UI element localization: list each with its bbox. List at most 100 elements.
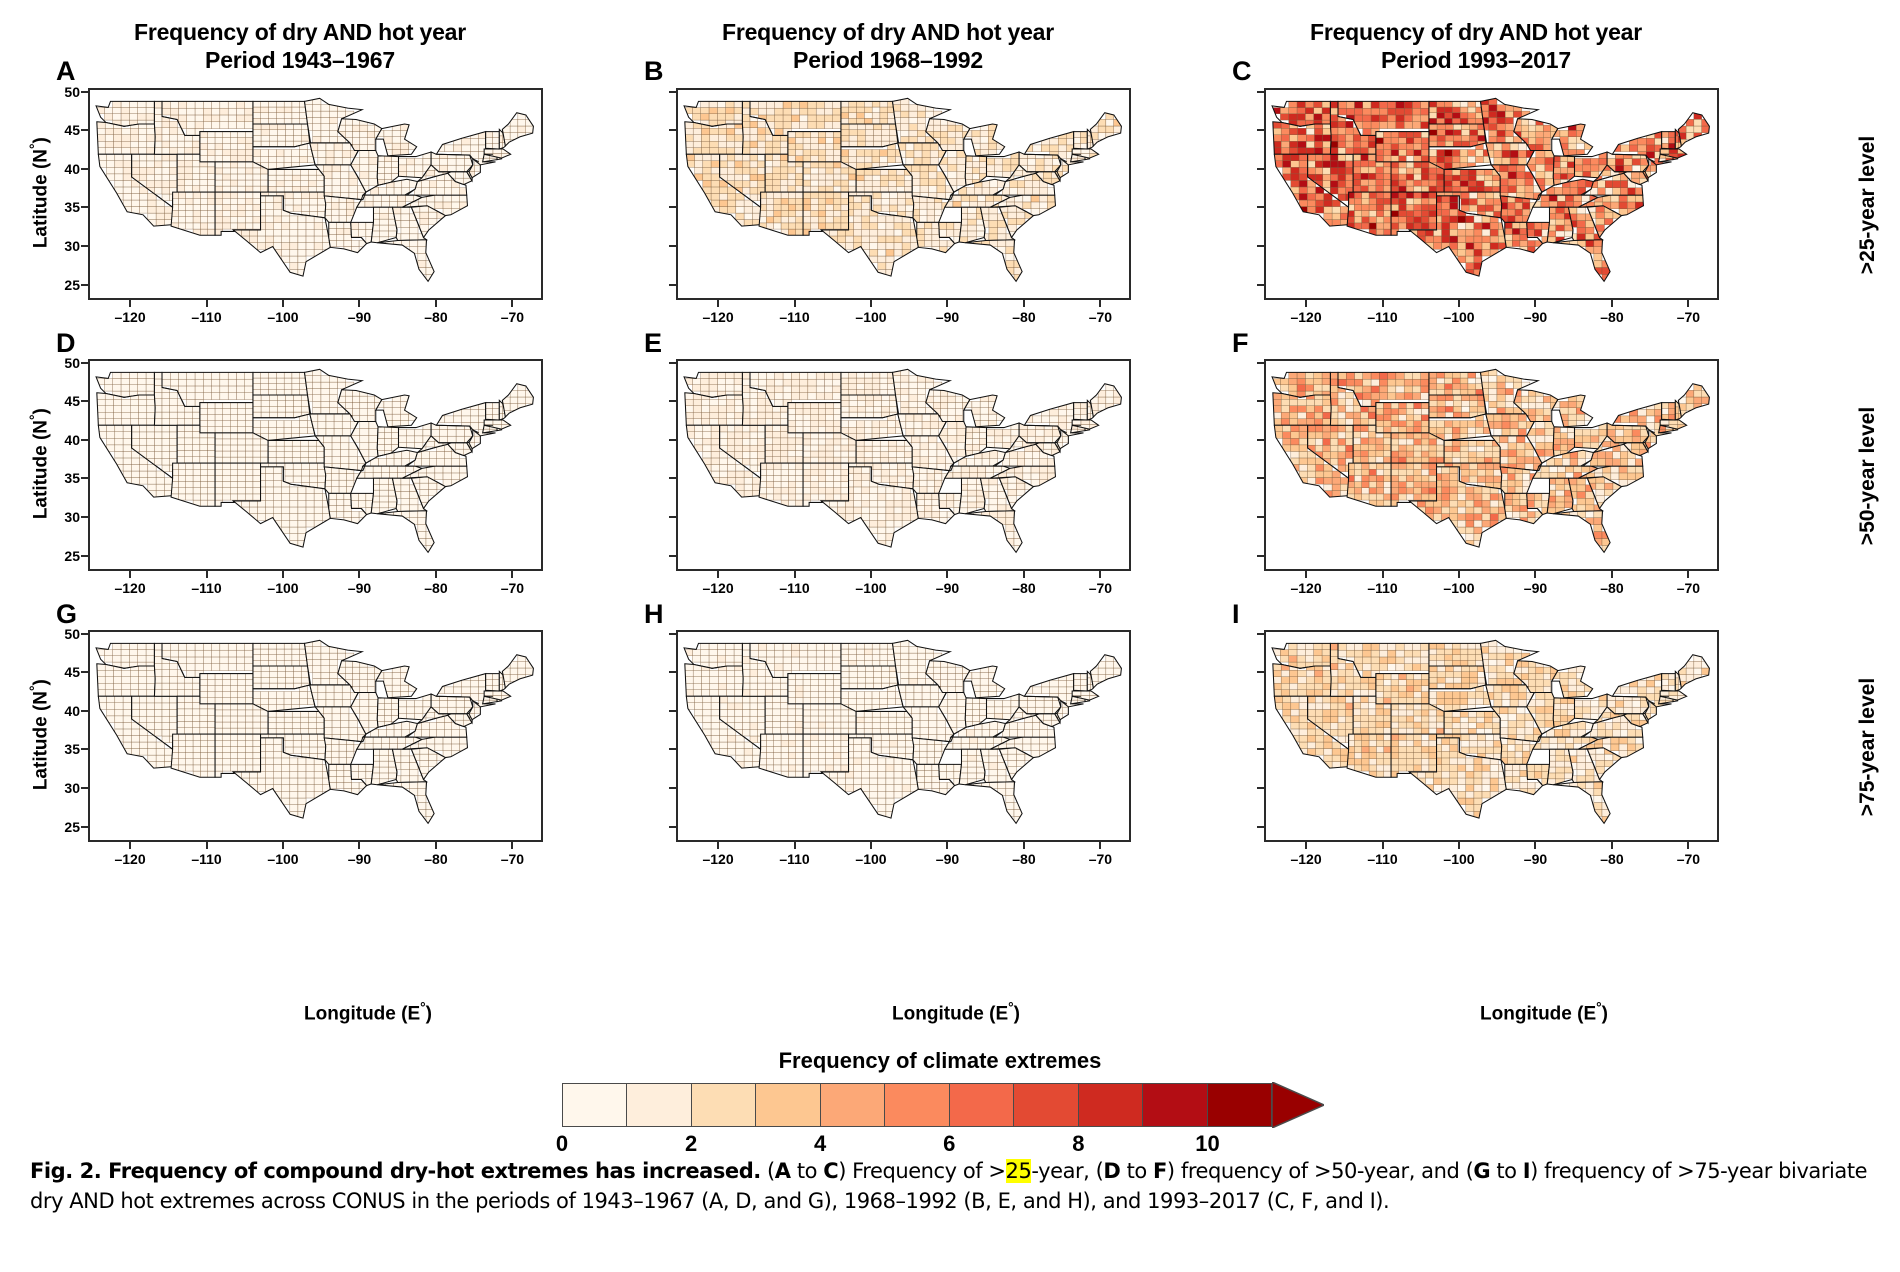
x-tick-mark xyxy=(717,842,720,849)
x-tick-label: –100 xyxy=(855,580,887,596)
x-tick-mark xyxy=(793,571,796,578)
x-tick-mark xyxy=(1099,300,1102,307)
y-tick-mark xyxy=(81,477,88,480)
y-tick-mark xyxy=(669,477,676,480)
map-panel-d[interactable]: 50 45 40 35 30 25 –120 –110 –100 –90 –80 –70 xyxy=(64,355,543,596)
y-tick-mark xyxy=(669,709,676,712)
caption-ref-a: A xyxy=(774,1159,791,1183)
y-tick-mark xyxy=(669,129,676,132)
y-tick-mark xyxy=(81,709,88,712)
panel-letter-i: I xyxy=(1232,599,1240,629)
map-panel-b[interactable]: –120 –110 –100 –90 –80 –70 xyxy=(669,88,1131,325)
y-tick-mark xyxy=(1257,825,1264,828)
x-tick-mark xyxy=(1022,300,1025,307)
caption-ref-g: G xyxy=(1473,1159,1491,1183)
colorbar-tick-label-0: 0 xyxy=(555,1131,569,1156)
x-tick-label: –90 xyxy=(1523,309,1548,325)
column-title-2: Frequency of dry AND hot year Period 196… xyxy=(648,18,1128,74)
column-title-2-line2: Period 1968–1992 xyxy=(793,47,983,74)
y-tick-label: 40 xyxy=(64,160,80,177)
x-tick-mark xyxy=(358,842,361,849)
x-tick-mark xyxy=(1305,842,1308,849)
x-tick-label: –120 xyxy=(702,580,734,596)
y-tick-mark xyxy=(669,825,676,828)
map-panel-e[interactable]: –120 –110 –100 –90 –80 –70 xyxy=(669,359,1131,596)
y-tick-mark xyxy=(669,206,676,209)
y-tick-mark xyxy=(81,361,88,364)
y-tick-label: 35 xyxy=(64,199,80,216)
x-tick-label: –80 xyxy=(424,309,448,325)
y-tick-mark xyxy=(1257,438,1264,441)
x-axis-label-col-3: Longitude (E°) xyxy=(1480,1000,1608,1025)
x-tick-label: –110 xyxy=(191,851,222,867)
colorbar-segment-0 xyxy=(563,1084,628,1126)
x-tick-label: –70 xyxy=(1088,580,1113,596)
colorbar-tick-label-4: 4 xyxy=(814,1131,827,1156)
colorbar-tick-label-6: 6 xyxy=(943,1131,956,1156)
caption-seg3-post: ) frequency of >75-year bivariate dry AN… xyxy=(30,1159,1868,1214)
y-tick-label: 45 xyxy=(64,393,80,410)
map-panel-c[interactable]: –120 –110 –100 –90 –80 –70 xyxy=(1257,88,1719,325)
y-tick-mark xyxy=(669,632,676,635)
y-tick-label: 50 xyxy=(64,354,80,371)
x-tick-label: –110 xyxy=(191,580,222,596)
row-label-75-year: >75-year level xyxy=(1856,677,1879,817)
y-tick-mark xyxy=(81,554,88,557)
y-tick-mark xyxy=(1257,283,1264,286)
x-tick-label: –90 xyxy=(347,851,372,867)
x-tick-mark xyxy=(870,300,872,307)
y-tick-mark xyxy=(669,400,676,403)
panel-letter-d: D xyxy=(56,328,76,358)
y-tick-mark xyxy=(1257,516,1264,519)
x-tick-label: –70 xyxy=(1088,851,1113,867)
x-tick-label: –90 xyxy=(1523,580,1548,596)
y-tick-mark xyxy=(1257,90,1264,93)
y-tick-mark xyxy=(81,632,88,635)
x-tick-mark xyxy=(793,300,796,307)
colorbar-segment-3 xyxy=(756,1084,821,1126)
map-panel-f[interactable]: –120 –110 –100 –90 –80 –70 xyxy=(1257,359,1719,596)
map-panel-g[interactable]: 50 45 40 35 30 25 –120 –110 –100 –90 –80 –70 xyxy=(64,626,543,867)
y-tick-label: 50 xyxy=(64,83,80,100)
x-tick-mark xyxy=(205,842,208,849)
caption-ref-d: D xyxy=(1103,1159,1121,1183)
panel-letter-c: C xyxy=(1232,56,1252,86)
panel-letter-b: B xyxy=(644,56,664,86)
x-tick-mark xyxy=(1687,842,1690,849)
colorbar: 0 2 4 6 8 10 xyxy=(556,1082,1324,1156)
x-tick-label: –80 xyxy=(1012,580,1036,596)
x-tick-label: –110 xyxy=(1367,309,1398,325)
y-tick-mark xyxy=(669,438,676,441)
colorbar-tick-label-8: 8 xyxy=(1072,1131,1085,1156)
x-tick-label: –110 xyxy=(191,309,222,325)
colorbar-tick-label-10: 10 xyxy=(1195,1131,1220,1156)
x-tick-label: –80 xyxy=(1600,580,1624,596)
caption-ref-c: C xyxy=(823,1159,839,1183)
column-title-3: Frequency of dry AND hot year Period 199… xyxy=(1236,18,1716,74)
figure-caption: Fig. 2. Frequency of compound dry-hot ex… xyxy=(30,1156,1875,1217)
row-label-25-year: >25-year level xyxy=(1856,135,1879,275)
x-tick-label: –110 xyxy=(779,851,810,867)
x-tick-label: –110 xyxy=(779,309,810,325)
x-tick-mark xyxy=(1687,300,1690,307)
y-tick-mark xyxy=(1257,709,1264,712)
map-panel-i[interactable]: –120 –110 –100 –90 –80 –70 xyxy=(1257,630,1719,867)
x-tick-mark xyxy=(1458,571,1460,578)
map-panel-a[interactable]: 50 45 40 35 30 25 –120 –110 –100 –90 –80 –70 xyxy=(64,84,543,325)
x-tick-mark xyxy=(1305,300,1308,307)
x-tick-mark xyxy=(282,571,284,578)
y-tick-mark xyxy=(669,90,676,93)
y-tick-mark xyxy=(669,361,676,364)
y-tick-mark xyxy=(1257,787,1264,790)
colorbar-segment-4 xyxy=(820,1084,886,1126)
x-tick-label: –120 xyxy=(1290,851,1322,867)
x-tick-mark xyxy=(1022,571,1025,578)
x-tick-label: –110 xyxy=(779,580,810,596)
y-tick-mark xyxy=(1257,129,1264,132)
y-tick-label: 35 xyxy=(64,741,80,758)
map-panel-h[interactable]: –120 –110 –100 –90 –80 –70 xyxy=(669,630,1131,867)
x-tick-mark xyxy=(1381,842,1384,849)
x-tick-mark xyxy=(946,571,949,578)
y-tick-mark xyxy=(81,787,88,790)
y-tick-label: 45 xyxy=(64,122,80,139)
